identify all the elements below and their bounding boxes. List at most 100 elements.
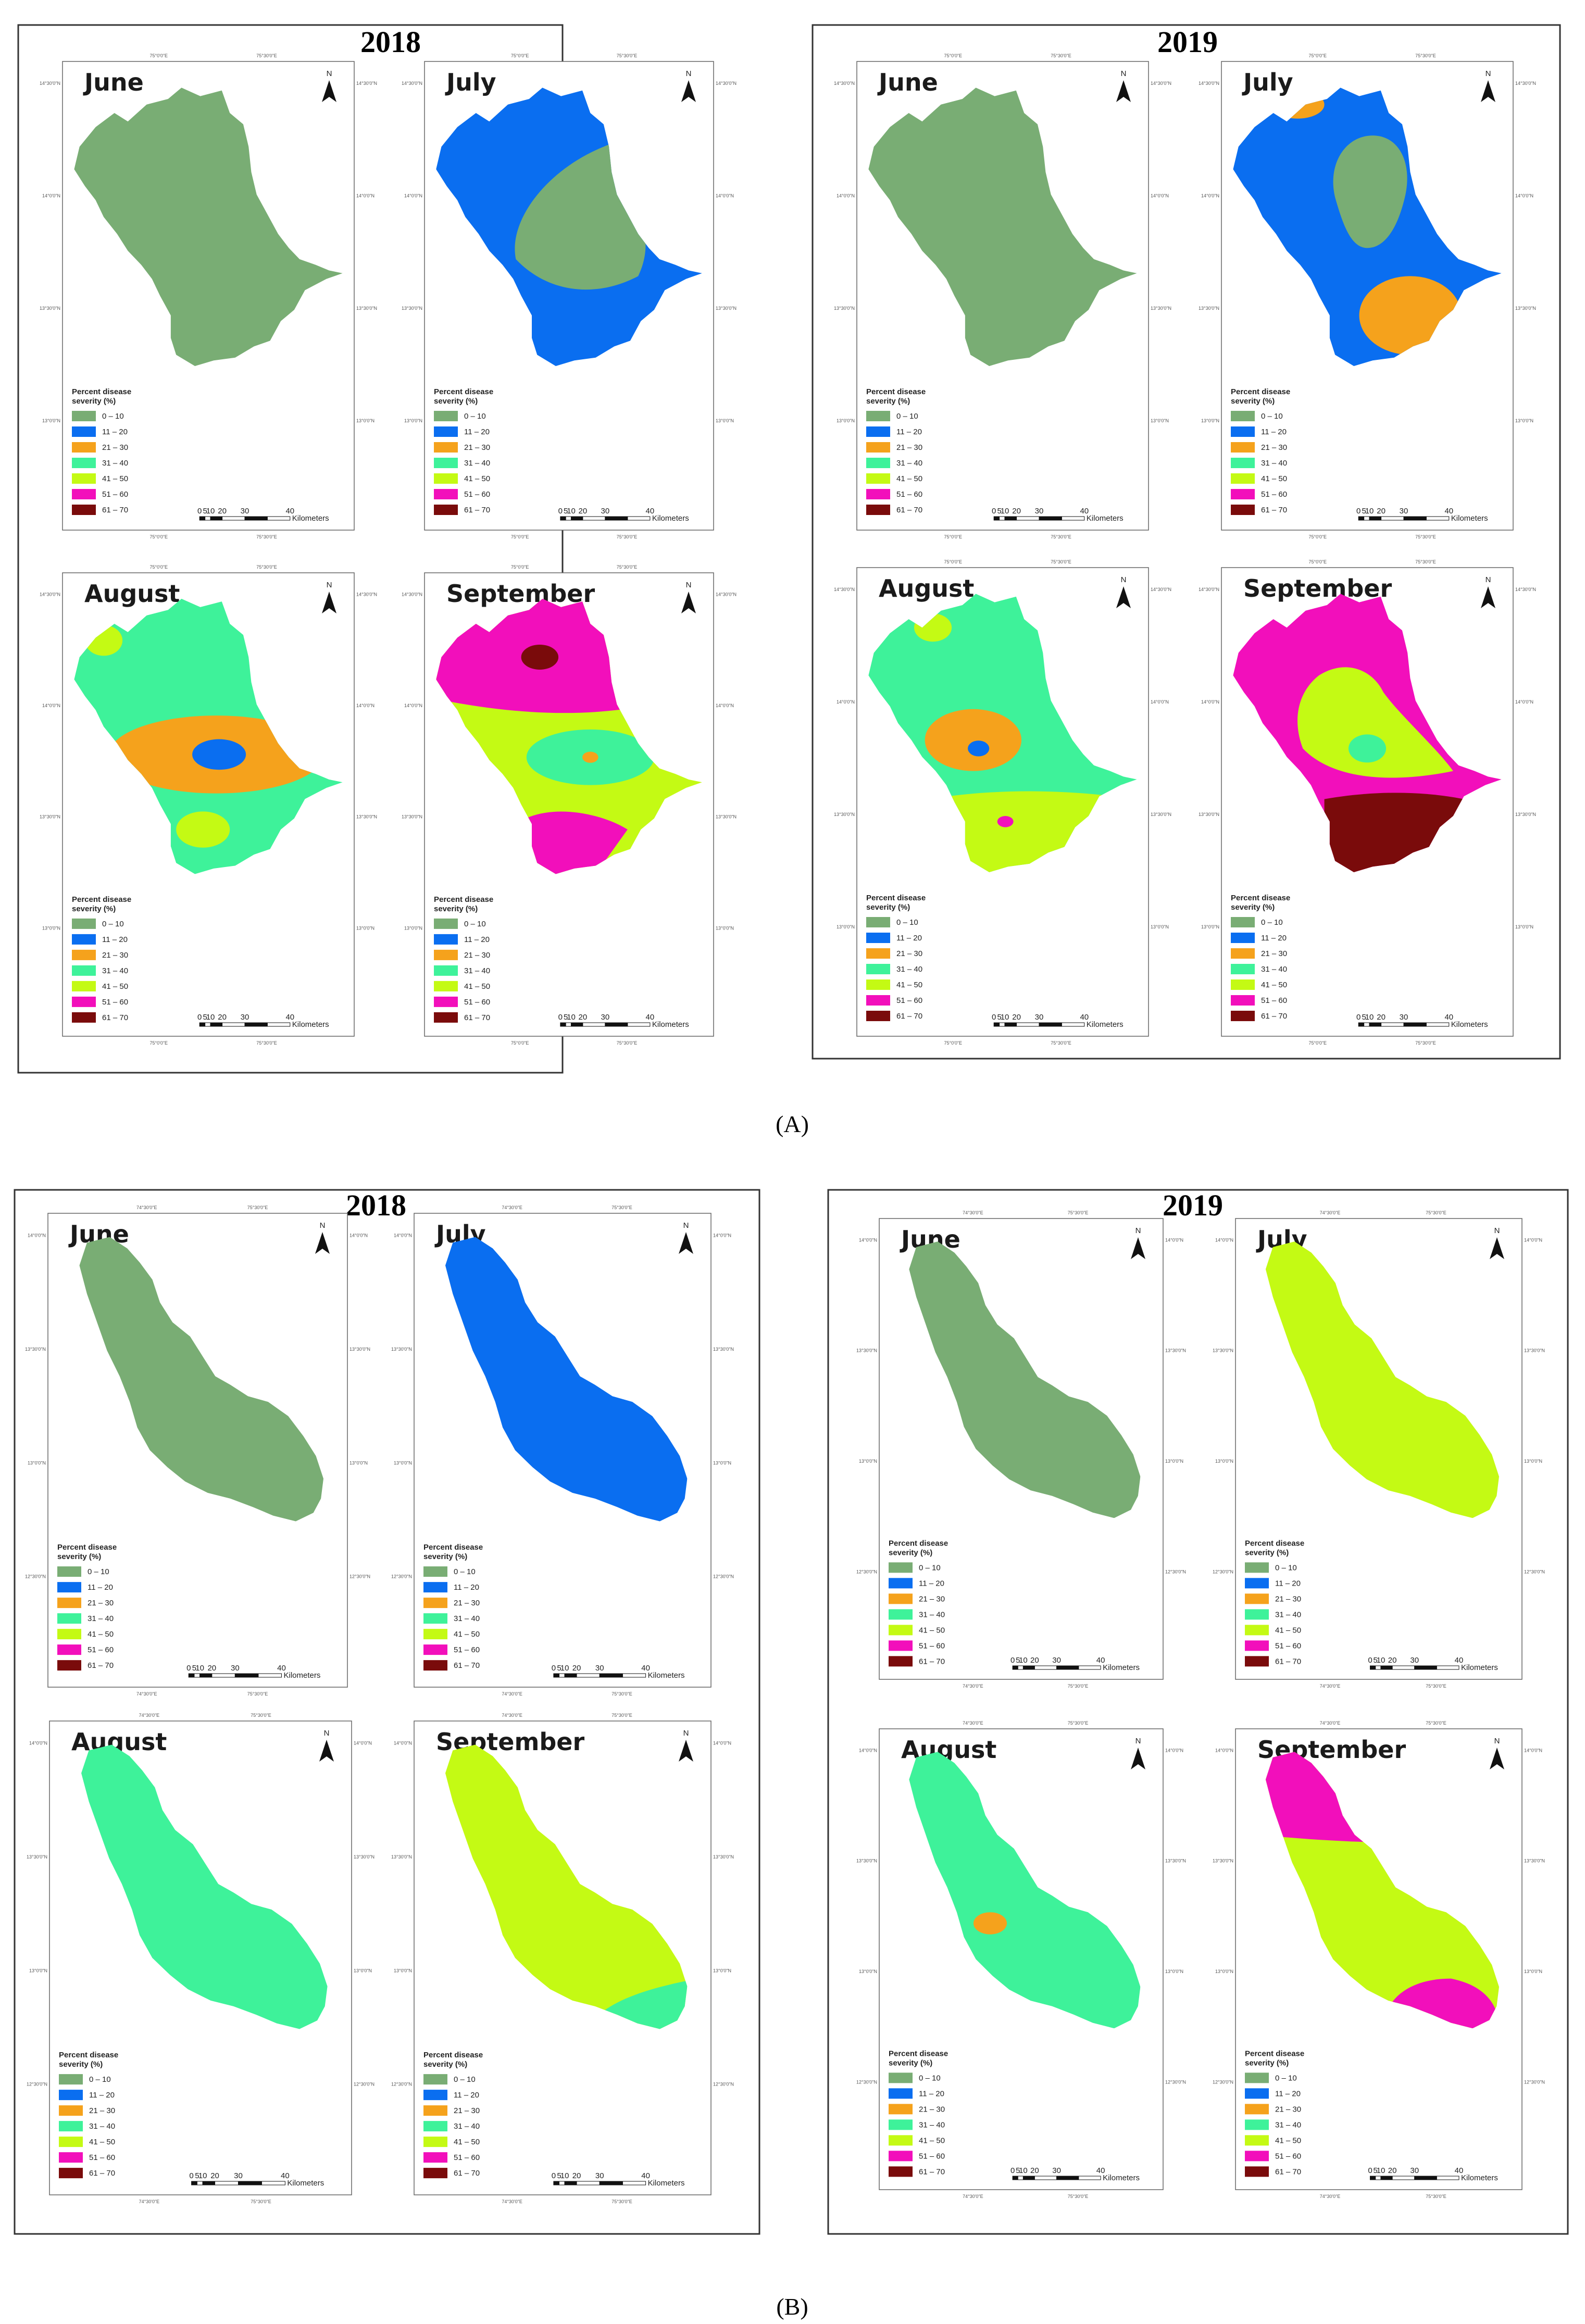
legend-label: 51 – 60 — [1261, 996, 1287, 1005]
north-label: N — [1494, 1226, 1500, 1235]
coord-label: 75°30'0"E — [256, 564, 277, 570]
scale-number: 30 — [1400, 1013, 1408, 1022]
legend-label: 21 – 30 — [919, 2105, 945, 2114]
legend-label: 31 – 40 — [464, 966, 490, 975]
coord-label: 13°0'0"N — [1201, 924, 1219, 929]
scale-bar-segment — [999, 1022, 1005, 1027]
north-label: N — [1121, 575, 1127, 584]
north-arrow-icon — [315, 1232, 330, 1254]
coord-label: 13°0'0"N — [404, 418, 422, 423]
coord-label: 13°30'0"N — [834, 812, 855, 817]
legend-label: 21 – 30 — [464, 443, 490, 452]
coord-label: 75°30'0"E — [1415, 559, 1436, 564]
scale-bar-segment — [238, 2181, 262, 2185]
scale-number: 40 — [1455, 1656, 1464, 1665]
coord-label: 75°30'0"E — [1051, 559, 1071, 564]
legend-label: 51 – 60 — [1275, 2152, 1301, 2160]
scale-bar-segment — [222, 516, 245, 521]
north-label: N — [324, 1729, 330, 1738]
scale-number: 0 — [197, 1013, 202, 1022]
figure-sublabel: (B) — [776, 2293, 808, 2320]
legend-title: severity (%) — [72, 905, 116, 913]
map-july: 74°30'0"E 75°30'0"E 74°30'0"E 75°30'0"E 14°0… — [391, 1205, 734, 1697]
coord-label: 75°30'0"E — [1426, 1720, 1446, 1726]
legend-label: 61 – 70 — [454, 1661, 480, 1670]
scale-number: 5 — [564, 1013, 568, 1022]
coord-label: 13°30'0"N — [1165, 1348, 1186, 1353]
scale-bar-segment — [1381, 1022, 1404, 1027]
coord-label: 14°0'0"N — [394, 1233, 412, 1238]
legend-swatch — [1231, 1011, 1255, 1021]
legend-swatch — [1245, 1625, 1269, 1636]
coord-label: 14°0'0"N — [29, 1741, 47, 1746]
scale-number: 5 — [203, 1013, 207, 1022]
legend-swatch — [1245, 2072, 1269, 2083]
scale-bar-segment — [599, 2181, 623, 2185]
legend-swatch — [57, 1613, 81, 1624]
coord-label: 13°0'0"N — [1515, 418, 1533, 423]
map-september: 75°0'0"E 75°30'0"E 75°0'0"E 75°30'0"E 14°30'… — [402, 564, 737, 1046]
scale-number: 40 — [1444, 507, 1453, 516]
legend-swatch — [1245, 2088, 1269, 2099]
scale-bar-segment — [1022, 1665, 1035, 1670]
legend-title: Percent disease — [434, 895, 493, 904]
north-label: N — [683, 1729, 689, 1738]
scale-number: 20 — [218, 507, 227, 516]
scale-bar-segment — [1375, 2176, 1381, 2180]
legend-swatch — [889, 1593, 913, 1604]
legend-label: 0 – 10 — [1261, 412, 1283, 421]
legend-swatch — [423, 2090, 447, 2101]
scale-bar-segment — [1380, 1665, 1393, 1670]
scale-bar-segment — [1012, 2176, 1018, 2180]
legend-title: Percent disease — [59, 2051, 118, 2059]
scale-number: 40 — [646, 507, 655, 516]
scale-bar-segment — [1369, 516, 1382, 521]
legend-swatch — [866, 1011, 890, 1021]
scale-number: 40 — [1080, 1013, 1089, 1022]
legend-label: 11 – 20 — [919, 1579, 944, 1588]
coord-label: 14°30'0"N — [40, 592, 60, 597]
map-june: 74°30'0"E 75°30'0"E 74°30'0"E 75°30'0"E 14°0… — [856, 1210, 1186, 1689]
legend-title: severity (%) — [889, 2058, 932, 2067]
coord-label: 75°0'0"E — [1309, 1040, 1327, 1046]
scale-bar-segment — [1414, 2176, 1437, 2180]
legend-title: severity (%) — [1245, 2058, 1289, 2067]
legend-swatch — [423, 2121, 447, 2132]
legend-label: 31 – 40 — [896, 459, 922, 468]
coord-label: 75°30'0"E — [1068, 1210, 1089, 1215]
legend-title: Percent disease — [889, 1539, 948, 1548]
scale-number: 5 — [1374, 1656, 1378, 1665]
legend-label: 41 – 50 — [919, 1626, 945, 1635]
legend-swatch — [423, 1598, 447, 1609]
legend-swatch — [434, 965, 458, 976]
legend-swatch — [866, 917, 890, 927]
scale-bar-segment — [582, 516, 606, 521]
coord-label: 13°0'0"N — [1524, 1459, 1542, 1464]
legend-label: 11 – 20 — [896, 934, 922, 943]
legend-swatch — [57, 1582, 81, 1593]
scale-number: 5 — [203, 507, 207, 516]
map-july: 74°30'0"E 75°30'0"E 74°30'0"E 75°30'0"E 14°0… — [1213, 1210, 1545, 1689]
north-label: N — [1135, 1737, 1141, 1745]
legend-label: 51 – 60 — [464, 998, 490, 1007]
coord-label: 75°30'0"E — [247, 1205, 268, 1210]
coord-label: 14°0'0"N — [1151, 193, 1169, 198]
scale-number: 20 — [1030, 1656, 1039, 1665]
coord-label: 13°30'0"N — [1151, 812, 1171, 817]
coord-label: 13°0'0"N — [29, 1968, 47, 1973]
scale-bar-segment — [559, 2181, 565, 2185]
scale-number: 10 — [1001, 507, 1009, 516]
legend-label: 41 – 50 — [454, 2138, 480, 2146]
coord-label: 74°30'0"E — [502, 2199, 522, 2204]
month-title: July — [445, 68, 496, 96]
coord-label: 75°0'0"E — [150, 1040, 168, 1046]
coord-label: 13°0'0"N — [716, 925, 734, 931]
legend-swatch — [72, 473, 96, 484]
legend-swatch — [57, 1644, 81, 1655]
scale-bar-segment — [576, 2181, 600, 2185]
coord-label: 14°0'0"N — [394, 1741, 412, 1746]
scale-number: 10 — [1019, 1656, 1028, 1665]
scale-bar-segment — [559, 1673, 565, 1678]
legend-swatch — [1245, 2135, 1269, 2146]
legend-label: 11 – 20 — [454, 2091, 479, 2100]
